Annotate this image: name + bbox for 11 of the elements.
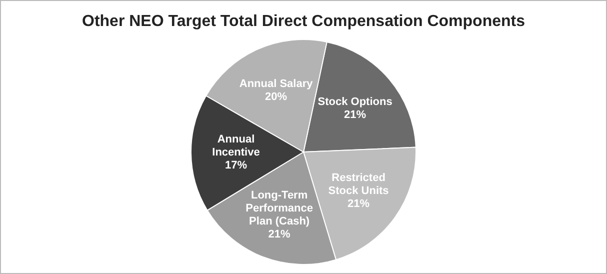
slice-label: Stock Options <box>318 96 392 108</box>
data-label: 20% <box>265 90 288 103</box>
data-label: 21% <box>268 228 291 241</box>
slice-label: Long-Term Performance Plan (Cash) <box>246 190 313 228</box>
data-label: 21% <box>344 108 366 121</box>
data-label: 17% <box>224 160 248 172</box>
slice-label: Annual Salary <box>239 78 314 90</box>
slice-label: Restricted Stock Units <box>328 172 389 198</box>
slice-label: Annual Incentive <box>212 134 260 159</box>
chart-title: Other NEO Target Total Direct Compensation Components <box>81 13 526 31</box>
data-label: 21% <box>348 198 370 210</box>
